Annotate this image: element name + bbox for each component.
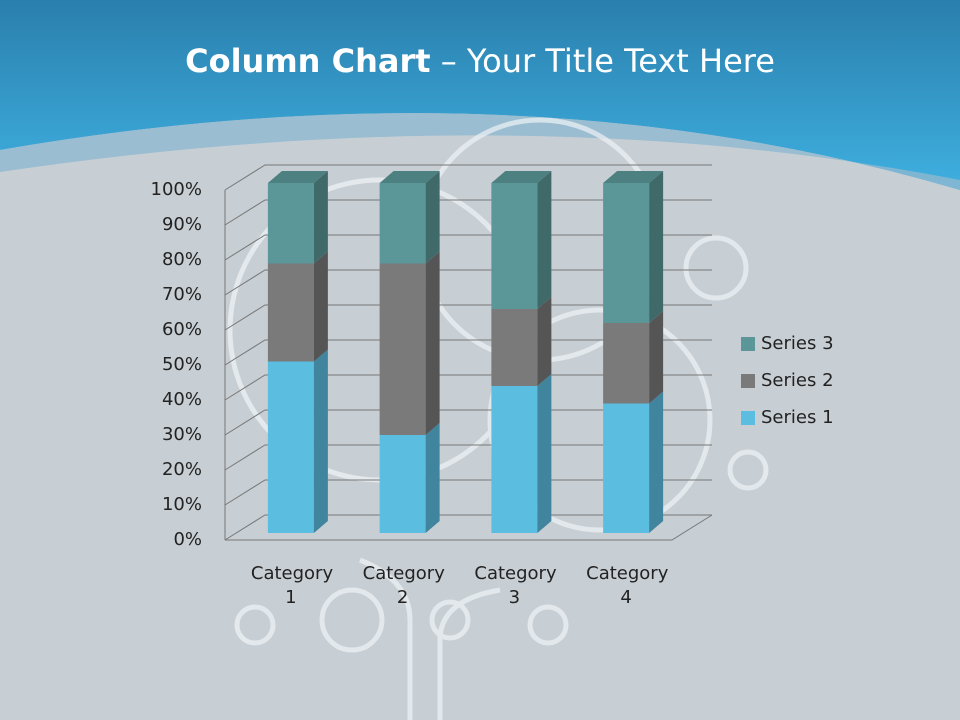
bar-side <box>313 251 328 362</box>
bar-front <box>603 183 650 323</box>
bar-top <box>379 171 440 183</box>
bar-front <box>379 263 426 435</box>
bar-front <box>379 435 426 533</box>
y-tick-label: 90% <box>162 214 202 235</box>
bar-front <box>267 361 314 533</box>
header-band <box>0 0 960 190</box>
bar-top <box>491 171 552 183</box>
grid-line <box>224 409 712 436</box>
grid-line <box>224 199 712 226</box>
y-tick-label: 10% <box>162 494 202 515</box>
bar-top <box>267 171 328 183</box>
title-rest: – Your Title Text Here <box>440 42 775 80</box>
bar-side <box>537 171 552 309</box>
grid-line <box>224 304 712 331</box>
bar-segment <box>491 171 552 309</box>
y-tick-label: 20% <box>162 459 202 480</box>
bar-side <box>649 171 664 323</box>
x-tick-label: Category 3 <box>474 563 557 608</box>
bar-front <box>603 323 650 404</box>
x-tick-label: Category 1 <box>250 563 334 608</box>
y-tick-label: 40% <box>162 389 202 410</box>
bar-side <box>313 349 328 533</box>
bar-segment <box>379 423 440 533</box>
bar-side <box>537 297 552 386</box>
bar-front <box>491 183 538 309</box>
title-strong: Column Chart <box>185 42 431 80</box>
y-tick-label: 30% <box>162 424 202 445</box>
y-tick-label: 60% <box>162 319 202 340</box>
y-tick-label: 0% <box>173 529 202 550</box>
legend-label: Series 3 <box>761 333 834 354</box>
bar-front <box>603 403 650 533</box>
bar-side <box>425 423 440 533</box>
bar-segment <box>267 171 328 264</box>
legend-swatch <box>741 374 755 388</box>
y-tick-label: 70% <box>162 284 202 305</box>
bar-side <box>425 251 440 435</box>
x-tick-label: Category 2 <box>362 563 445 608</box>
legend-label: Series 1 <box>761 407 834 428</box>
grid-line <box>224 514 712 541</box>
bar-side <box>649 391 664 533</box>
floor-edge <box>225 514 713 541</box>
bar-segment <box>603 391 664 533</box>
bar-front <box>491 309 538 386</box>
bar-side <box>313 171 328 264</box>
legend-label: Series 2 <box>761 370 834 391</box>
bar-segment <box>491 374 552 533</box>
bar-segment <box>267 251 328 362</box>
bar-segment <box>267 349 328 533</box>
bar-front <box>267 263 314 362</box>
grid-line <box>224 234 712 261</box>
bar-segment <box>379 171 440 264</box>
y-tick-label: 100% <box>151 179 202 200</box>
bar-segment <box>603 311 664 404</box>
bar-segment <box>379 251 440 435</box>
bar-top <box>603 171 664 183</box>
grid-line <box>224 339 712 366</box>
bar-front <box>267 183 314 264</box>
grid-line <box>224 479 712 506</box>
legend-swatch <box>741 337 755 351</box>
grid-line <box>224 269 712 296</box>
grid-line <box>224 374 712 401</box>
bar-side <box>537 374 552 533</box>
bar-segment <box>603 171 664 323</box>
slide-title: Column Chart – Your Title Text Here <box>0 42 960 80</box>
grid-line <box>224 164 712 191</box>
legend-swatch <box>741 411 755 425</box>
bar-side <box>649 311 664 404</box>
grid-line <box>224 444 712 471</box>
y-tick-label: 50% <box>162 354 202 375</box>
bar-front <box>379 183 426 264</box>
bar-front <box>491 386 538 533</box>
bar-side <box>425 171 440 264</box>
bar-segment <box>491 297 552 386</box>
y-tick-label: 80% <box>162 249 202 270</box>
x-tick-label: Category 4 <box>586 563 669 608</box>
header-curve <box>0 113 960 190</box>
